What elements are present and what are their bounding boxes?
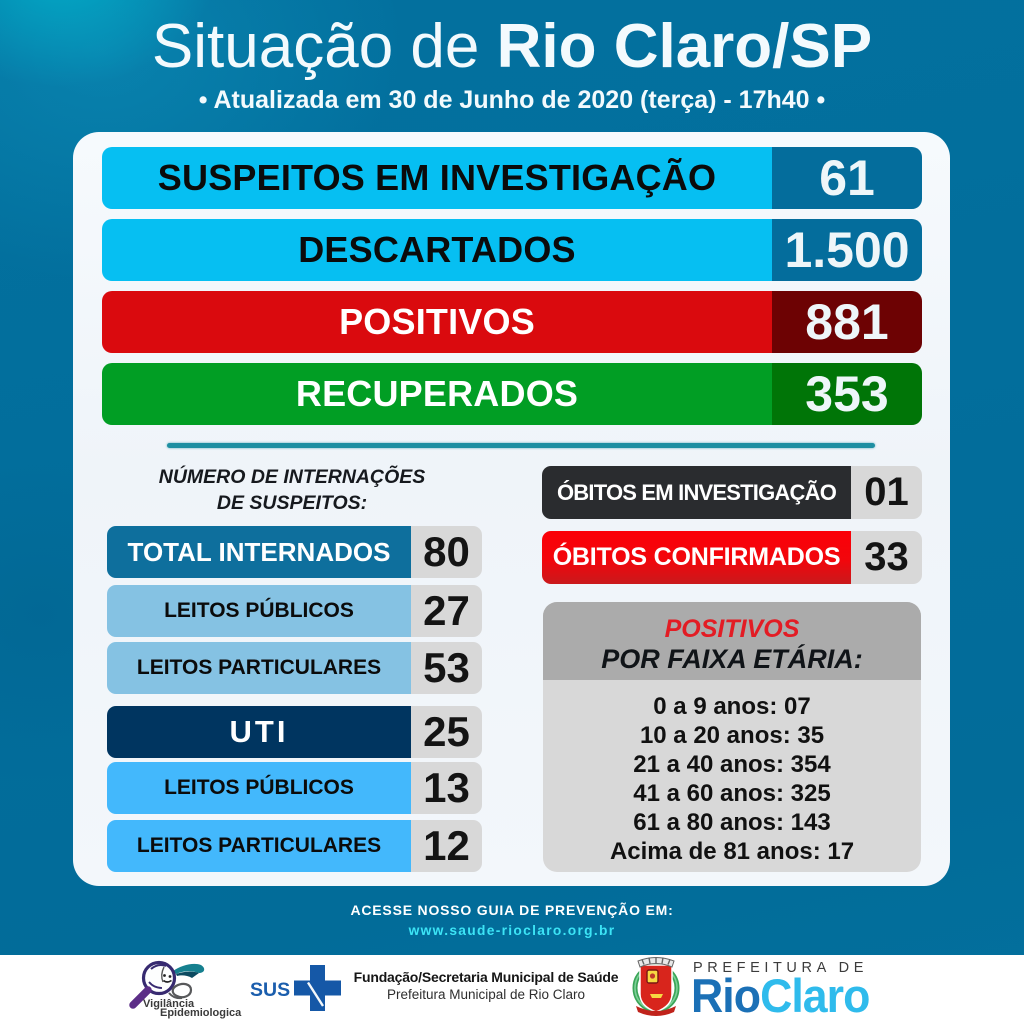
- svg-text:Epidemiologica: Epidemiologica: [160, 1007, 242, 1019]
- svg-text:PREFEITURA DE: PREFEITURA DE: [693, 960, 868, 976]
- svg-text:RioClaro: RioClaro: [691, 970, 869, 1020]
- svg-text:SUS: SUS: [250, 979, 290, 1001]
- svg-text:Vigilância: Vigilância: [143, 998, 195, 1010]
